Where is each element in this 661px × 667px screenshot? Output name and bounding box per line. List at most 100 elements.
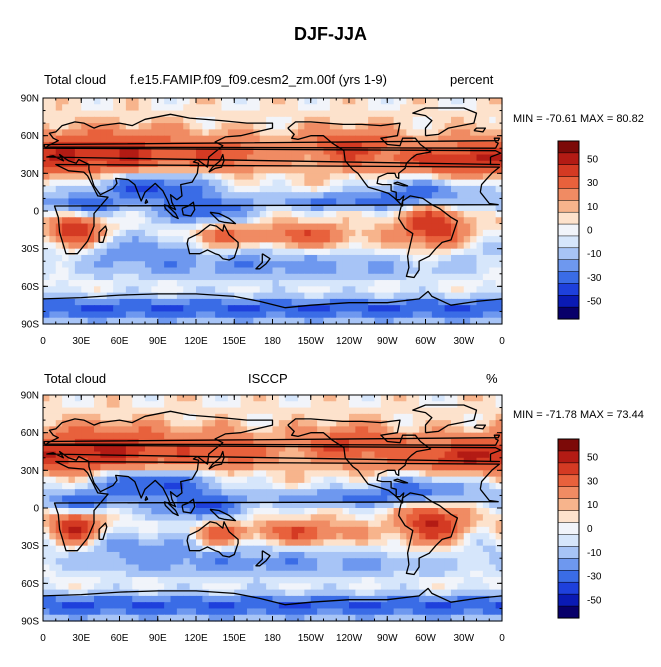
heatmap-cell xyxy=(477,420,484,427)
heatmap-cell xyxy=(113,242,120,249)
heatmap-cell xyxy=(400,98,407,105)
heatmap-cell xyxy=(477,426,484,433)
heatmap-cell xyxy=(183,167,190,174)
heatmap-cell xyxy=(375,464,382,471)
heatmap-cell xyxy=(215,180,222,187)
heatmap-cell xyxy=(445,249,452,256)
heatmap-cell xyxy=(451,445,458,452)
heatmap-cell xyxy=(457,249,464,256)
heatmap-cell xyxy=(190,261,197,268)
heatmap-cell xyxy=(355,477,362,484)
heatmap-cell xyxy=(151,123,158,130)
heatmap-cell xyxy=(304,274,311,281)
heatmap-cell xyxy=(81,521,88,528)
heatmap-cell xyxy=(477,470,484,477)
heatmap-cell xyxy=(139,527,146,534)
heatmap-cell xyxy=(451,305,458,312)
heatmap-cell xyxy=(234,571,241,578)
heatmap-cell xyxy=(279,249,286,256)
heatmap-cell xyxy=(100,558,107,565)
heatmap-cell xyxy=(247,211,254,218)
heatmap-cell xyxy=(209,198,216,205)
heatmap-cell xyxy=(279,477,286,484)
heatmap-cell xyxy=(285,224,292,231)
heatmap-cell xyxy=(368,180,375,187)
heatmap-cell xyxy=(260,198,267,205)
heatmap-cell xyxy=(419,483,426,490)
heatmap-cell xyxy=(285,565,292,572)
heatmap-cell xyxy=(375,192,382,199)
heatmap-cell xyxy=(266,401,273,408)
heatmap-cell xyxy=(171,565,178,572)
heatmap-cell xyxy=(177,173,184,180)
heatmap-cell xyxy=(132,217,139,224)
heatmap-cell xyxy=(94,274,101,281)
heatmap-cell xyxy=(139,111,146,118)
heatmap-cell xyxy=(324,395,331,402)
heatmap-cell xyxy=(183,98,190,105)
heatmap-cell xyxy=(451,155,458,162)
heatmap-cell xyxy=(139,211,146,218)
heatmap-cell xyxy=(164,533,171,540)
heatmap-cell xyxy=(419,571,426,578)
heatmap-cell xyxy=(285,280,292,287)
heatmap-cell xyxy=(177,236,184,243)
heatmap-cell xyxy=(177,230,184,237)
heatmap-cell xyxy=(100,433,107,440)
heatmap-cell xyxy=(75,426,82,433)
heatmap-cell xyxy=(94,514,101,521)
heatmap-cell xyxy=(56,470,63,477)
heatmap-cell xyxy=(413,546,420,553)
heatmap-cell xyxy=(260,236,267,243)
heatmap-cell xyxy=(426,502,433,509)
heatmap-cell xyxy=(394,104,401,111)
heatmap-cell xyxy=(381,527,388,534)
heatmap-cell xyxy=(311,433,318,440)
colorbar-label: 0 xyxy=(587,226,593,237)
heatmap-cell xyxy=(241,192,248,199)
heatmap-cell xyxy=(139,571,146,578)
heatmap-cell xyxy=(343,546,350,553)
heatmap-cell xyxy=(432,508,439,515)
heatmap-cell xyxy=(113,255,120,262)
heatmap-cell xyxy=(171,180,178,187)
heatmap-cell xyxy=(432,180,439,187)
heatmap-cell xyxy=(209,217,216,224)
heatmap-cell xyxy=(139,123,146,130)
heatmap-cell xyxy=(317,211,324,218)
heatmap-cell xyxy=(304,186,311,193)
heatmap-cell xyxy=(62,286,69,293)
heatmap-cell xyxy=(451,274,458,281)
heatmap-cell xyxy=(285,236,292,243)
heatmap-cell xyxy=(464,249,471,256)
heatmap-cell xyxy=(69,408,76,415)
heatmap-cell xyxy=(139,558,146,565)
heatmap-cell xyxy=(253,161,260,168)
heatmap-cell xyxy=(113,401,120,408)
heatmap-cell xyxy=(362,205,369,212)
heatmap-cell xyxy=(215,192,222,199)
heatmap-cell xyxy=(362,305,369,312)
heatmap-cell xyxy=(375,129,382,136)
heatmap-cell xyxy=(241,161,248,168)
heatmap-cell xyxy=(394,552,401,559)
heatmap-cell xyxy=(343,571,350,578)
heatmap-cell xyxy=(94,167,101,174)
heatmap-cell xyxy=(451,395,458,402)
heatmap-cell xyxy=(94,401,101,408)
heatmap-cell xyxy=(215,255,222,262)
heatmap-cell xyxy=(387,311,394,318)
heatmap-cell xyxy=(62,408,69,415)
heatmap-cell xyxy=(88,249,95,256)
heatmap-cell xyxy=(266,180,273,187)
heatmap-cell xyxy=(489,249,496,256)
heatmap-cell xyxy=(202,268,209,275)
heatmap-cell xyxy=(49,414,56,421)
heatmap-cell xyxy=(464,552,471,559)
heatmap-cell xyxy=(343,401,350,408)
heatmap-cell xyxy=(432,571,439,578)
heatmap-cell xyxy=(349,539,356,546)
heatmap-cell xyxy=(285,558,292,565)
heatmap-cell xyxy=(241,123,248,130)
heatmap-cell xyxy=(120,552,127,559)
